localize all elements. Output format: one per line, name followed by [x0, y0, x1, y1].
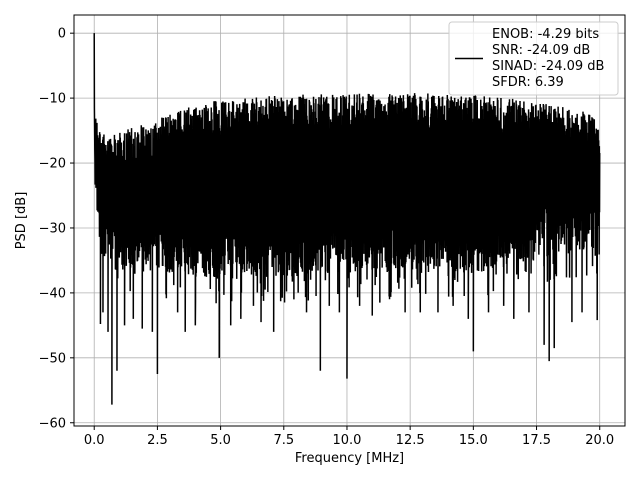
y-tick-label: −50: [39, 351, 66, 366]
x-tick-label: 17.5: [522, 433, 551, 448]
y-tick-label: −30: [39, 221, 66, 236]
x-axis-ticks: 0.0 2.5 5.0 7.5 10.0 12.5 15.0 17.5 20.0: [84, 426, 614, 448]
plot-frame: [73, 14, 626, 427]
x-tick-label: 5.0: [210, 433, 231, 448]
legend-box: [448, 21, 619, 96]
psd-series-line: [93, 33, 601, 405]
legend-sfdr: SFDR: 6.39: [492, 75, 564, 90]
x-tick-label: 20.0: [585, 433, 614, 448]
legend-sinad: SINAD: -24.09 dB: [492, 59, 604, 74]
y-tick-label: −20: [39, 157, 66, 172]
y-tick-label: −40: [39, 286, 66, 301]
x-tick-label: 12.5: [396, 433, 425, 448]
x-tick-label: 2.5: [147, 433, 168, 448]
y-axis-label: PSD [dB]: [14, 192, 29, 250]
legend-enob: ENOB: -4.29 bits: [492, 27, 599, 42]
y-tick-label: 0: [58, 27, 66, 42]
y-tick-label: −10: [39, 92, 66, 107]
x-axis-label: Frequency [MHz]: [295, 451, 404, 466]
y-tick-label: −60: [39, 416, 66, 431]
legend: ENOB: -4.29 bits SNR: -24.09 dB SINAD: -…: [448, 21, 619, 96]
x-tick-label: 15.0: [459, 433, 488, 448]
x-tick-label: 7.5: [273, 433, 294, 448]
legend-snr: SNR: -24.09 dB: [492, 43, 590, 58]
x-tick-label: 0.0: [84, 433, 105, 448]
x-tick-label: 10.0: [332, 433, 361, 448]
y-axis-ticks: 0 −10 −20 −30 −40 −50 −60: [39, 27, 74, 431]
